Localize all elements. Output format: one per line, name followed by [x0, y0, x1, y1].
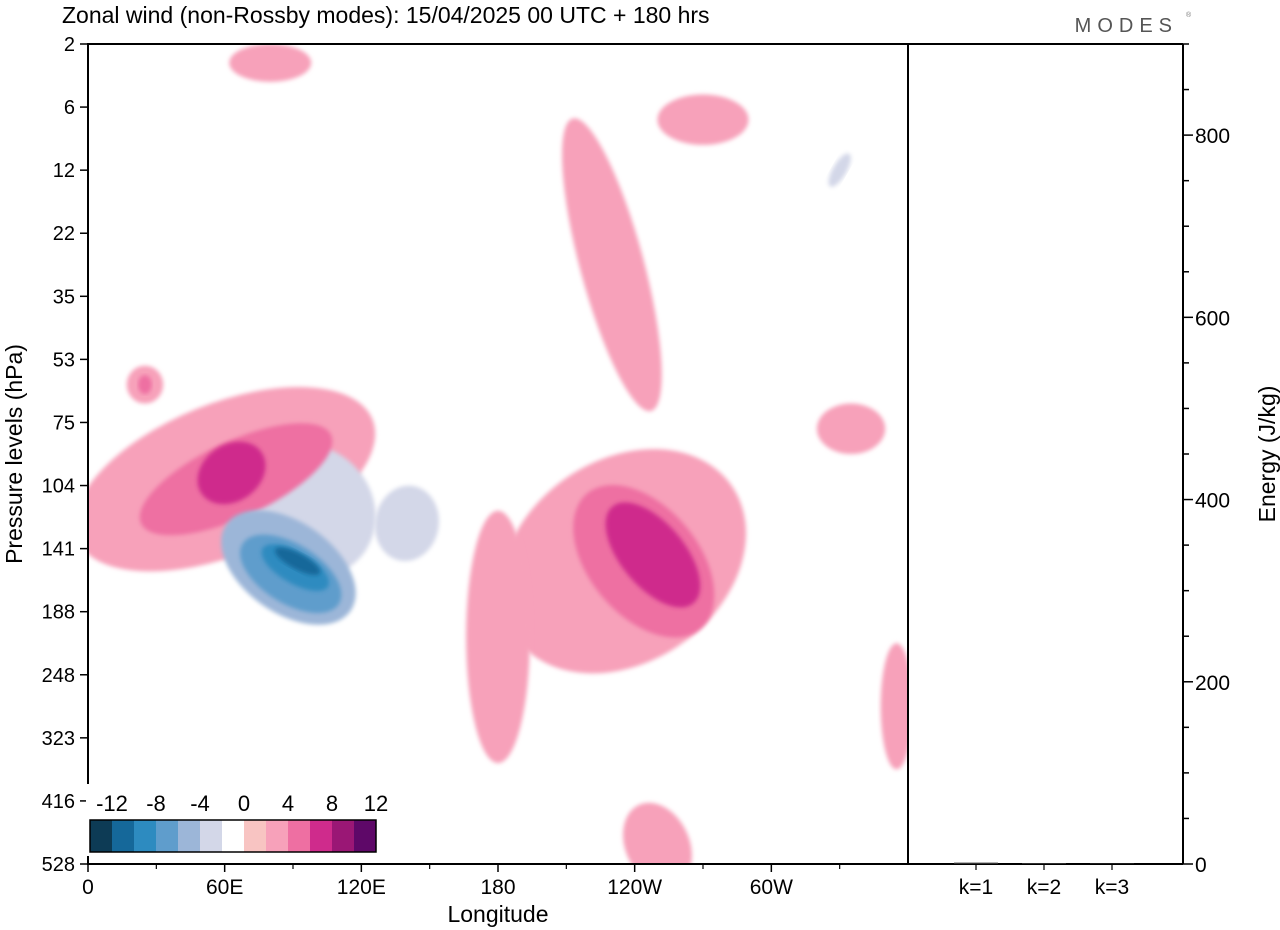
- colorbar-swatch: [178, 820, 200, 852]
- energy-x-tick-label: k=1: [959, 876, 993, 899]
- contour-region: [828, 153, 851, 187]
- energy-tick-label: 400: [1195, 490, 1230, 513]
- y-tick-label: 53: [53, 349, 75, 371]
- contour-region: [657, 94, 749, 145]
- contour-region: [562, 118, 662, 412]
- y-axis-label: Pressure levels (hPa): [1, 344, 27, 564]
- contour-region: [755, 123, 879, 242]
- y-tick-label: 323: [42, 728, 75, 750]
- contour-region: [197, 441, 266, 505]
- colorbar-swatch: [332, 820, 354, 852]
- y-tick-label: 35: [53, 286, 75, 308]
- contour-region: [880, 643, 908, 770]
- colorbar-swatch: [266, 820, 288, 852]
- heatmap-field: [88, 44, 908, 864]
- colorbar-swatch: [90, 820, 112, 852]
- colorbar-swatch: [112, 820, 134, 852]
- x-tick-label: 60E: [206, 876, 243, 899]
- y-tick-label: 6: [64, 97, 75, 119]
- energy-panel: 0 200 400 600 800 k=1 k=2 k=3: [908, 43, 1230, 899]
- energy-axis-label: Energy (J/kg): [1254, 386, 1280, 523]
- contour-region: [138, 375, 152, 395]
- contour-region: [605, 502, 701, 608]
- y-tick-label: 12: [53, 160, 75, 182]
- y-tick-label: 75: [53, 412, 75, 434]
- contour-region: [488, 44, 599, 82]
- contour-region: [623, 802, 692, 864]
- contour-region: [274, 547, 321, 576]
- contour-region: [466, 510, 530, 764]
- colorbar-label: -4: [190, 791, 210, 816]
- chart-title: Zonal wind (non-Rossby modes): 15/04/202…: [62, 2, 710, 28]
- colorbar-swatch: [200, 820, 222, 852]
- contour-region: [211, 245, 239, 309]
- colorbar-label: -12: [96, 791, 128, 816]
- colorbar: -12 -8 -4 0 4 8 12: [86, 784, 388, 856]
- y-tick-label: 248: [42, 665, 75, 687]
- contour-region: [757, 681, 785, 795]
- contour-region: [374, 485, 439, 562]
- colorbar-swatch: [156, 820, 178, 852]
- energy-tick-label: 800: [1195, 125, 1230, 148]
- contour-region: [816, 403, 886, 454]
- y-tick-label: 104: [42, 476, 75, 498]
- colorbar-label: 4: [282, 791, 294, 816]
- energy-bar: [1022, 863, 1066, 864]
- colorbar-label: -8: [146, 791, 166, 816]
- energy-tick-label: 0: [1195, 854, 1207, 877]
- energy-bar: [954, 862, 998, 864]
- energy-tick-label: 200: [1195, 672, 1230, 695]
- y-tick-label: 2: [64, 34, 75, 56]
- colorbar-label: 8: [326, 791, 338, 816]
- x-tick-label: 0: [82, 876, 94, 899]
- x-tick-label: 120E: [337, 876, 386, 899]
- colorbar-swatch: [310, 820, 332, 852]
- y-tick-label: 22: [53, 223, 75, 245]
- energy-x-tick-label: k=3: [1095, 876, 1129, 899]
- colorbar-swatch: [222, 820, 244, 852]
- energy-bar: [1090, 863, 1134, 864]
- y-tick-label: 188: [42, 602, 75, 624]
- contour-region: [229, 44, 312, 82]
- energy-x-tick-label: k=2: [1027, 876, 1061, 899]
- colorbar-label: 0: [238, 791, 250, 816]
- contour-region: [651, 371, 719, 436]
- modes-logo: MODES: [1075, 15, 1178, 37]
- y-tick-label: 416: [42, 791, 75, 813]
- colorbar-swatch: [244, 820, 266, 852]
- colorbar-label: 12: [364, 791, 388, 816]
- colorbar-swatch: [288, 820, 310, 852]
- energy-tick-label: 600: [1195, 307, 1230, 330]
- x-axis-label: Longitude: [447, 901, 548, 927]
- contour-region: [796, 303, 838, 416]
- x-tick-label: 60W: [750, 876, 793, 899]
- y-tick-label: 141: [42, 539, 75, 561]
- x-tick-label: 120W: [607, 876, 662, 899]
- colorbar-swatch: [354, 820, 376, 852]
- colorbar-frame: [89, 819, 377, 853]
- contour-region: [491, 372, 619, 436]
- x-tick-label: 180: [480, 876, 515, 899]
- y-tick-label: 528: [42, 854, 75, 876]
- colorbar-swatch: [134, 820, 156, 852]
- logo-registered-mark: ®: [1186, 11, 1192, 19]
